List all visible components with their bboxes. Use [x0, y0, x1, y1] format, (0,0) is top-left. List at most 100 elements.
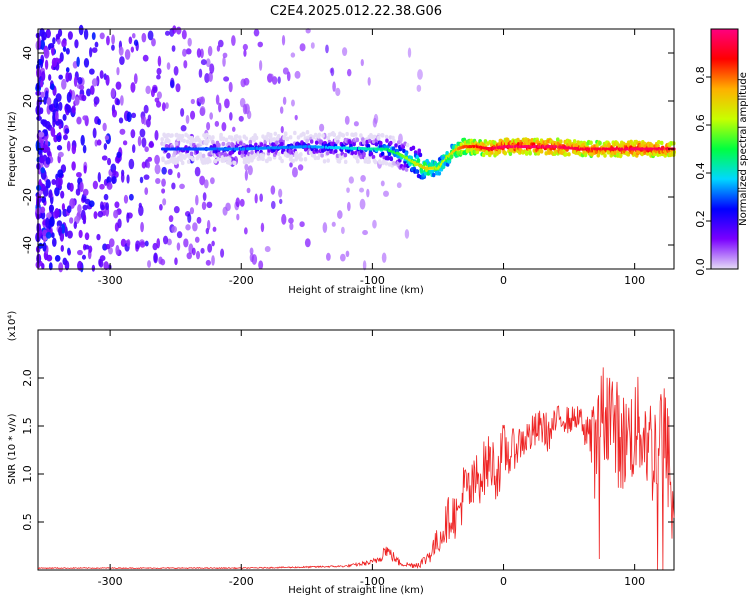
colorbar: 0.0 0.2 0.4 0.6 0.8 Normalized spectral ampl…: [694, 28, 749, 276]
heatmap-cell: [481, 152, 486, 158]
heatmap-cell: [82, 144, 87, 154]
colorbar-tick-label: 0.8: [694, 66, 707, 84]
heatmap-cell: [179, 183, 185, 190]
heatmap-cell: [50, 127, 56, 137]
heatmap-cell: [190, 110, 196, 120]
heatmap-cell: [223, 153, 228, 158]
heatmap-cell: [342, 47, 348, 57]
heatmap-cell: [320, 153, 324, 158]
heatmap-cell: [92, 127, 97, 139]
heatmap-cell: [50, 83, 55, 91]
heatmap-cell: [404, 167, 409, 172]
heatmap-cell: [223, 156, 228, 161]
heatmap-cell: [230, 137, 234, 142]
heatmap-cell: [140, 221, 144, 233]
heatmap-cell: [91, 264, 96, 272]
heatmap-cell: [278, 155, 282, 161]
heatmap-cell: [83, 28, 89, 40]
heatmap-cell: [46, 97, 52, 106]
snr-x-axis-title: Height of straight line (km): [288, 585, 424, 596]
heatmap-cell: [302, 132, 306, 137]
heatmap-cell: [137, 136, 142, 147]
heatmap-cell: [166, 138, 171, 144]
heatmap-cell: [40, 167, 46, 174]
x-tick-label: -300: [98, 575, 123, 588]
heatmap-cell: [206, 201, 213, 209]
heatmap-cell: [145, 118, 151, 128]
heatmap-cell: [176, 231, 183, 239]
heatmap-cell: [201, 201, 207, 210]
heatmap-cell: [38, 242, 43, 249]
heatmap-cell: [240, 153, 245, 158]
heatmap-cell: [382, 159, 386, 164]
heatmap-cell: [243, 159, 248, 165]
heatmap-cell: [354, 150, 358, 155]
heatmap-cell: [40, 140, 44, 149]
heatmap-cell: [288, 217, 294, 224]
heatmap-cell: [332, 132, 337, 138]
heatmap-cell: [539, 149, 544, 154]
heatmap-cell: [48, 43, 55, 49]
heatmap-cell: [242, 103, 248, 115]
heatmap-cell: [166, 152, 171, 159]
heatmap-cell: [48, 74, 52, 81]
heatmap-cell: [41, 31, 47, 41]
heatmap-cell: [183, 238, 189, 248]
heatmap-cell: [35, 144, 42, 152]
heatmap-cell: [55, 33, 61, 40]
heatmap-cell: [42, 196, 47, 203]
heatmap-cell: [41, 262, 45, 270]
heatmap-cell: [656, 139, 661, 145]
heatmap-cell: [41, 70, 46, 82]
heatmap-cell: [229, 112, 233, 121]
heatmap-cell: [380, 133, 385, 138]
chart-title: C2E4.2025.012.22.38.G06: [270, 4, 442, 19]
heatmap-cell: [335, 87, 341, 97]
heatmap-cell: [54, 208, 60, 218]
heatmap-cell: [66, 205, 72, 214]
heatmap-cell: [200, 59, 207, 66]
heatmap-cell: [57, 135, 62, 141]
x-tick-label: 0: [500, 274, 507, 287]
heatmap-cell: [61, 39, 67, 48]
heatmap-cell: [416, 158, 421, 163]
heatmap-cell: [254, 135, 259, 141]
heatmap-cell: [106, 176, 112, 184]
heatmap-cell: [113, 209, 119, 219]
heatmap-cell: [105, 243, 111, 250]
snr-x-axis: -300 -200 -100 0 100: [98, 330, 645, 588]
heatmap-cell: [220, 155, 225, 160]
heatmap-cell: [124, 49, 131, 60]
heatmap-cell: [130, 129, 136, 139]
heatmap-cell: [62, 46, 67, 52]
heatmap-cell: [99, 32, 105, 40]
heatmap-cell: [48, 204, 55, 213]
heatmap-cell: [66, 230, 73, 239]
heatmap-cell: [372, 219, 377, 229]
heatmap-cell: [225, 202, 231, 212]
heatmap-cell: [650, 143, 654, 148]
heatmap-cell: [374, 142, 379, 147]
heatmap-cell: [389, 156, 393, 161]
heatmap-cell: [524, 150, 529, 155]
heatmap-cell: [36, 184, 42, 191]
heatmap-cell: [171, 45, 176, 52]
heatmap-cell: [45, 231, 52, 239]
heatmap-cell: [147, 156, 153, 162]
heatmap-cell: [71, 144, 77, 155]
heatmap-cell: [83, 58, 90, 68]
heatmap-cell: [331, 221, 336, 227]
heatmap-cell: [251, 254, 258, 265]
heatmap-cell: [51, 178, 57, 185]
heatmap-cell: [223, 76, 230, 82]
heatmap-cell: [90, 85, 95, 95]
heatmap-cell: [288, 149, 292, 154]
heatmap-cell: [173, 66, 179, 76]
heatmap-cell: [279, 141, 284, 147]
heatmap-cell: [200, 48, 204, 59]
spectrogram-y-axis-title: Frequency (Hz): [7, 111, 18, 187]
heatmap-cell: [291, 99, 295, 107]
heatmap-cell: [97, 118, 102, 126]
heatmap-cell: [126, 212, 130, 223]
heatmap-cell: [144, 240, 149, 247]
